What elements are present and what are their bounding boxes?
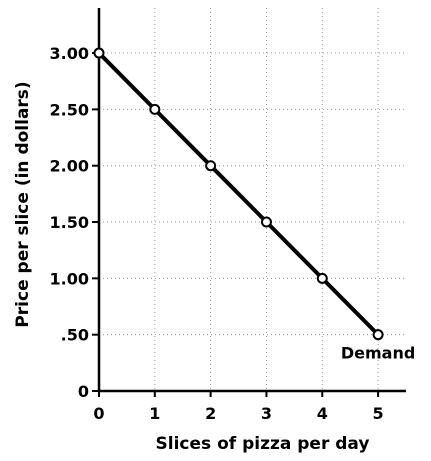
x-tick-label-4: 4: [317, 404, 328, 423]
demand-label: Demand: [341, 344, 415, 363]
grid: [99, 8, 406, 391]
axes: [97, 8, 406, 393]
data-point-0: [93, 47, 105, 59]
data-point-1: [149, 103, 161, 115]
y-tick-label-6: 3.00: [50, 44, 89, 63]
x-tick-label-2: 2: [205, 404, 216, 423]
data-point-3: [260, 216, 272, 228]
y-tick-label-1: .50: [61, 326, 89, 345]
ticks: 0 1 2 3 4 5 0 .50 1.00 1.50 2.00 2.50 3.00: [50, 44, 384, 423]
x-axis-title: Slices of pizza per day: [156, 434, 370, 454]
x-tick-label-5: 5: [373, 404, 384, 423]
data-point-5: [372, 329, 384, 341]
x-tick-label-0: 0: [93, 404, 104, 423]
y-tick-label-3: 1.50: [50, 213, 89, 232]
x-tick-label-3: 3: [261, 404, 272, 423]
y-tick-label-0: 0: [78, 382, 89, 401]
demand-line: [97, 51, 381, 337]
x-tick-label-1: 1: [149, 404, 160, 423]
data-point-4: [316, 272, 328, 284]
y-axis-title: Price per slice (in dollars): [13, 81, 33, 327]
y-tick-label-5: 2.50: [50, 100, 89, 119]
series-layer: [93, 47, 384, 341]
y-tick-label-4: 2.00: [50, 157, 89, 176]
data-point-2: [205, 160, 217, 172]
y-tick-label-2: 1.00: [50, 269, 89, 288]
